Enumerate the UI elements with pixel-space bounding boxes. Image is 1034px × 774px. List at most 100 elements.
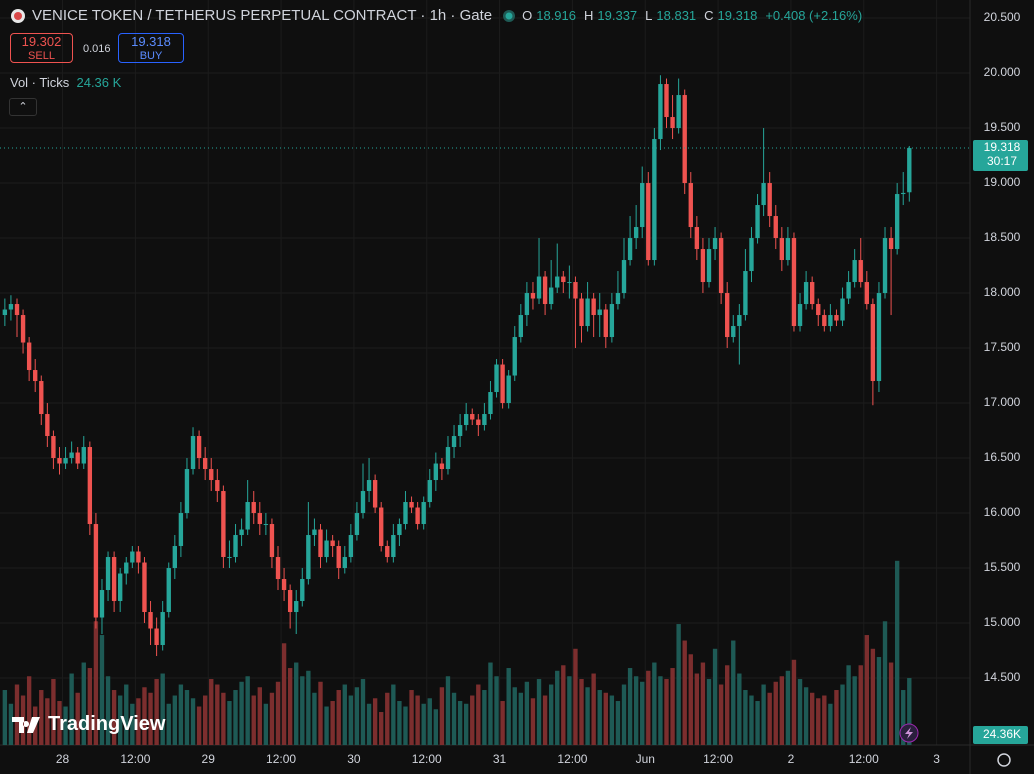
volume-bar xyxy=(882,621,888,745)
candle-body xyxy=(57,458,62,464)
candle-body xyxy=(2,309,8,316)
volume-bar xyxy=(542,695,548,745)
volume-bar xyxy=(202,695,208,745)
volume-bar xyxy=(142,687,147,745)
sell-price: 19.302 xyxy=(21,34,62,49)
volume-bar xyxy=(530,698,536,745)
candle-body xyxy=(257,513,262,525)
volume-bar xyxy=(567,676,572,745)
volume-bar xyxy=(360,679,366,745)
candle-body xyxy=(785,238,791,261)
candle-body xyxy=(281,579,287,591)
candle-body xyxy=(536,276,542,299)
candle-body xyxy=(670,117,675,129)
candle-body xyxy=(148,612,153,629)
candle-body xyxy=(136,551,141,563)
volume-bar xyxy=(221,692,226,745)
volume-bar xyxy=(130,703,135,745)
volume-layer xyxy=(2,560,912,745)
candle-body xyxy=(809,282,815,305)
volume-bar xyxy=(664,679,669,745)
candle-body xyxy=(573,282,578,299)
volume-bar xyxy=(640,681,645,745)
candle-body xyxy=(385,546,390,558)
volume-bar xyxy=(421,703,426,745)
candle-body xyxy=(870,304,876,382)
volume-bar xyxy=(767,692,772,745)
volume-bar xyxy=(409,690,414,745)
legend-label: L xyxy=(645,8,653,23)
candle-body xyxy=(901,192,906,195)
candle-body xyxy=(457,425,463,437)
sell-button[interactable]: 19.302 SELL xyxy=(10,33,73,63)
candle-body xyxy=(184,469,190,514)
volume-bar xyxy=(215,684,220,745)
candle-body xyxy=(664,84,669,118)
volume-bar xyxy=(512,687,517,745)
y-tick-label: 17.000 xyxy=(984,395,1021,409)
sell-label: SELL xyxy=(28,50,55,62)
symbol-title: VENICE TOKEN / TETHERUS PERPETUAL CONTRA… xyxy=(32,7,493,24)
candle-body xyxy=(907,148,912,193)
volume-bar xyxy=(743,690,748,745)
volume-bar xyxy=(287,668,293,745)
volume-bar xyxy=(591,673,596,745)
candle-body xyxy=(524,293,530,316)
volume-bar xyxy=(809,692,815,745)
volume-bar xyxy=(427,698,432,745)
candle-body xyxy=(658,84,663,140)
buy-button[interactable]: 19.318 BUY xyxy=(118,33,184,63)
volume-bar xyxy=(403,706,408,745)
volume-bar xyxy=(725,665,730,745)
candle-body xyxy=(33,370,38,382)
volume-bar xyxy=(488,662,493,745)
candle-body xyxy=(567,282,572,284)
volume-bar xyxy=(39,690,44,745)
volume-bar xyxy=(858,665,863,745)
volume-bar xyxy=(579,679,584,745)
volume-bar xyxy=(415,695,420,745)
candle-body xyxy=(39,381,44,415)
candle-body xyxy=(233,535,238,558)
candle-body xyxy=(202,458,208,470)
volume-bar xyxy=(336,690,341,745)
brand-icon xyxy=(12,716,40,733)
volume-bar xyxy=(154,679,159,745)
volume-bar xyxy=(852,676,857,745)
candle-body xyxy=(105,557,111,591)
volume-bar xyxy=(124,684,129,745)
volume-bar xyxy=(178,684,184,745)
volume-bar xyxy=(846,665,851,745)
candle-body xyxy=(427,480,432,503)
volume-bar xyxy=(670,668,675,745)
volume-bar xyxy=(803,687,809,745)
volume-bar xyxy=(136,698,141,745)
candle-body xyxy=(366,480,372,492)
volume-bar xyxy=(433,709,439,745)
volume-bar xyxy=(888,662,894,745)
candle-body xyxy=(196,436,202,459)
candle-body xyxy=(615,293,621,305)
candle-body xyxy=(160,612,165,646)
volume-bar xyxy=(646,670,651,745)
countdown-label: 30:17 xyxy=(987,154,1017,168)
candle-body xyxy=(706,249,712,283)
volume-bar xyxy=(555,670,560,745)
candle-body xyxy=(561,276,566,283)
volume-bar xyxy=(190,698,196,745)
volume-bar xyxy=(372,698,378,745)
candle-body xyxy=(336,546,341,569)
volume-bar xyxy=(864,635,869,745)
legend-value: 19.337 xyxy=(597,8,638,23)
collapse-button[interactable]: ⌃ xyxy=(9,98,37,116)
volume-bar xyxy=(773,681,778,745)
candle-body xyxy=(609,304,615,338)
candle-body xyxy=(840,298,845,321)
volume-bar xyxy=(2,690,8,745)
volume-bar xyxy=(658,676,663,745)
candle-body xyxy=(876,293,882,382)
candle-body xyxy=(318,529,323,558)
volume-bar xyxy=(75,692,80,745)
y-tick-label: 18.000 xyxy=(984,285,1021,299)
candle-body xyxy=(245,502,250,530)
